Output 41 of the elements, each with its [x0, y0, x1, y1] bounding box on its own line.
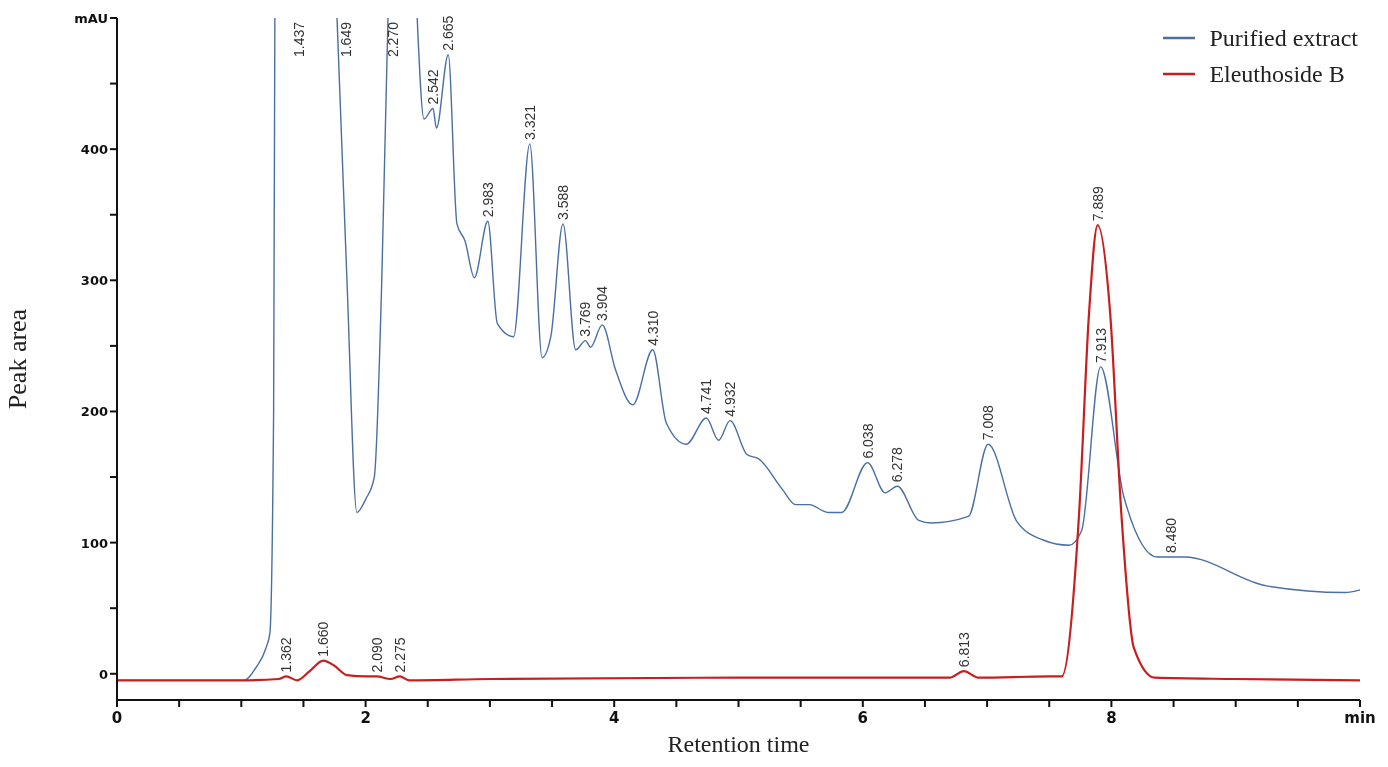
x-tick-label: 4 — [608, 709, 620, 727]
annotation: 1.660 — [315, 621, 332, 657]
y-tick-label: 200 — [80, 404, 108, 420]
annotation: 2.270 — [385, 21, 402, 58]
legend-label: Eleuthoside B — [1209, 60, 1345, 89]
annotation: 6.813 — [955, 631, 972, 668]
x-tick-label: 8 — [1106, 709, 1117, 727]
annotation: 4.310 — [644, 310, 661, 346]
annotation: 2.090 — [368, 637, 385, 673]
y-tick-label: mAU — [74, 11, 108, 26]
annotation: 2.665 — [440, 15, 457, 51]
x-tick-label: 6 — [857, 709, 869, 727]
y-tick-label: 0 — [98, 666, 108, 682]
annotation: 1.437 — [290, 21, 307, 58]
y-tick-label: 300 — [80, 273, 108, 289]
y-tick-label: 400 — [80, 142, 108, 158]
annotation: 4.932 — [722, 381, 739, 417]
line-series — [117, 224, 1360, 682]
annotation: 7.913 — [1092, 327, 1109, 363]
x-axis-title: Retention time — [667, 731, 810, 757]
x-tick-label: 0 — [111, 709, 123, 727]
annotation: 3.321 — [521, 104, 538, 140]
y-tick-label: 100 — [80, 535, 108, 551]
y-axis-title: Peak area — [3, 308, 33, 410]
annotation: 2.275 — [391, 637, 408, 673]
legend-label: Purified extract — [1209, 24, 1358, 53]
annotation: 4.741 — [698, 378, 715, 415]
annotation: 2.983 — [479, 182, 496, 218]
annotation: 8.480 — [1163, 517, 1180, 554]
annotation: 3.588 — [554, 184, 571, 220]
annotation: 1.362 — [278, 637, 295, 673]
annotation: 3.769 — [577, 301, 594, 337]
annotation: 2.542 — [424, 69, 441, 105]
annotation: 3.904 — [594, 285, 611, 321]
annotation: 6.278 — [889, 446, 906, 483]
annotation: 1.649 — [338, 21, 355, 58]
annotation: 7.008 — [980, 405, 997, 441]
x-tick-label: min — [1344, 709, 1376, 727]
annotation: 7.889 — [1089, 185, 1106, 222]
x-tick-label: 2 — [360, 709, 371, 727]
annotation: 6.038 — [859, 423, 876, 459]
